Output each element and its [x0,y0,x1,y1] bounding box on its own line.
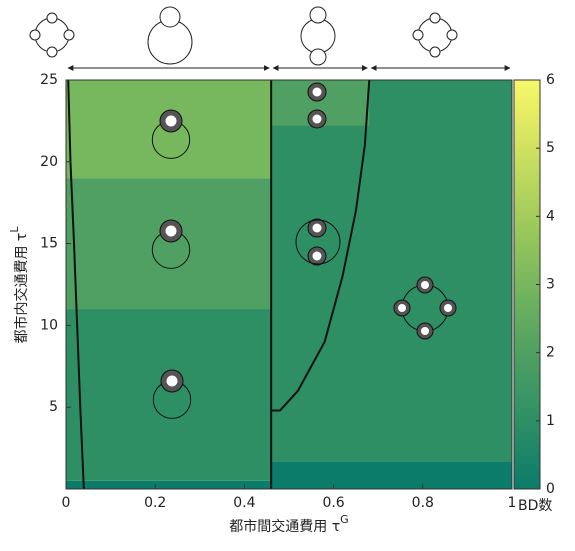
config-glyph-core [166,116,177,127]
heat-cell [271,80,512,461]
y-tick-label: 20 [40,154,58,170]
colorbar-label: BD数 [518,498,552,514]
colorbar-tick-label: 6 [546,72,555,88]
colorbar-tick-label: 4 [546,208,555,224]
config-glyph-core [444,304,452,312]
heat-cell [66,178,271,309]
config-glyph-core [313,115,322,124]
x-label-text: 都市間交通費用 τ [229,518,340,535]
config-glyph-core [313,224,322,233]
y-tick-label: 25 [40,72,58,88]
config-glyph-core [421,327,429,335]
heat-cell [271,461,512,489]
config-glyph-core [398,304,406,312]
colorbar-tick-label: 2 [546,345,555,361]
x-label-sup: G [340,513,349,526]
colorbar-tick-label: 5 [546,140,555,156]
y-tick-label: 5 [49,399,58,415]
x-tick-label: 0.6 [322,495,344,511]
config-glyph-core [167,376,178,387]
colorbar-tick-label: 0 [546,481,555,497]
colorbar-tick-label: 1 [546,413,555,429]
config-glyph-core [313,88,322,97]
y-tick-label: 10 [40,317,58,333]
x-tick-label: 0.8 [412,495,434,511]
y-label-sup: L [8,226,21,233]
x-tick-label: 1 [508,495,517,511]
heat-cell [66,481,271,489]
icons [30,7,457,65]
x-tick-label: 0.2 [144,495,166,511]
y-tick-label: 15 [40,236,58,252]
config-glyph-core [421,281,429,289]
config-glyph-core [166,226,177,237]
y-axis-label: 都市内交通費用 τL [8,226,30,344]
heat-cell [66,309,271,481]
colorbar-tick-label: 3 [546,277,555,293]
y-label-text: 都市内交通費用 τ [13,233,30,344]
x-tick-label: 0 [62,495,71,511]
chart: 都市間交通費用 τG 都市内交通費用 τL BD数 0 0.2 0.4 0.6 0.8 1… [0,0,575,547]
x-axis-label: 都市間交通費用 τG [229,513,348,535]
x-tick-label: 0.4 [233,495,255,511]
config-glyph-core [313,252,322,261]
